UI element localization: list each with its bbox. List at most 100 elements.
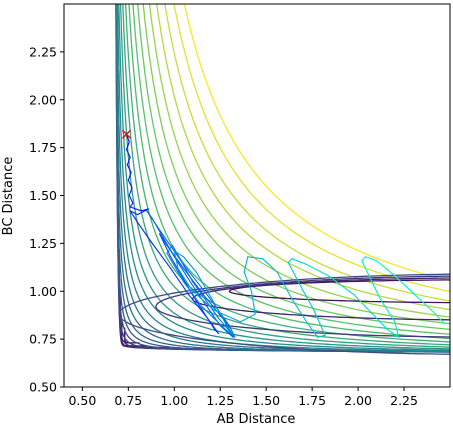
trajectory-segment-17 bbox=[170, 267, 190, 296]
x-tick-label-2: 1.00 bbox=[160, 393, 188, 408]
y-tick-label-4: 1.50 bbox=[29, 188, 57, 203]
x-tick-label-3: 1.25 bbox=[206, 393, 234, 408]
y-tick-label-3: 1.25 bbox=[29, 236, 57, 251]
trajectory-segment-2 bbox=[125, 148, 131, 158]
x-axis-ticks: 0.50 0.75 1.00 1.25 1.50 1.75 2.00 2.25 bbox=[68, 387, 418, 408]
trajectory-segment-8 bbox=[128, 194, 134, 204]
y-tick-label-1: 0.75 bbox=[29, 332, 57, 347]
y-tick-label-7: 2.25 bbox=[29, 44, 57, 59]
trajectory-segment-10 bbox=[129, 206, 142, 212]
trajectory-segment-76 bbox=[386, 328, 400, 338]
trajectory-segment-40 bbox=[192, 281, 219, 319]
trajectory-segment-38 bbox=[228, 325, 236, 338]
y-tick-label-2: 1.00 bbox=[29, 284, 57, 299]
trajectory-segment-51 bbox=[182, 256, 197, 273]
x-tick-label-1: 0.75 bbox=[114, 393, 142, 408]
contour-level-19 bbox=[137, 4, 450, 331]
trajectory-segment-54 bbox=[177, 267, 194, 292]
trajectory-segment-20 bbox=[214, 328, 219, 334]
trajectory-segment-15 bbox=[136, 221, 153, 244]
trajectory-segment-73 bbox=[328, 275, 355, 296]
trajectory bbox=[125, 133, 446, 338]
trajectory-segment-29 bbox=[219, 325, 234, 338]
trajectory-segment-6 bbox=[127, 179, 133, 189]
contour-level-10 bbox=[115, 4, 450, 353]
trajectory-segment-16 bbox=[151, 242, 172, 269]
trajectory-segment-62 bbox=[261, 258, 278, 273]
contour-level-18 bbox=[132, 4, 450, 335]
trajectory-segment-7 bbox=[128, 187, 133, 197]
trajectory-segment-86 bbox=[431, 309, 446, 325]
trajectory-segment-14 bbox=[129, 210, 139, 223]
trajectory-segment-53 bbox=[173, 250, 179, 269]
x-tick-label-7: 2.25 bbox=[390, 393, 418, 408]
trajectory-segment-67 bbox=[313, 309, 326, 336]
contour-level-11 bbox=[116, 4, 450, 352]
trajectory-segment-63 bbox=[276, 271, 293, 300]
trajectory-segment-58 bbox=[250, 290, 256, 315]
trajectory-segment-42 bbox=[166, 244, 173, 254]
trajectory-segment-5 bbox=[127, 171, 132, 181]
trajectory-segment-24 bbox=[159, 233, 168, 246]
trajectory-segment-31 bbox=[173, 256, 197, 292]
start-marker bbox=[122, 129, 131, 139]
trajectory-segment-66 bbox=[317, 334, 326, 338]
trajectory-segment-45 bbox=[201, 306, 227, 331]
contour-level-25 bbox=[183, 4, 450, 282]
y-tick-label-5: 1.75 bbox=[29, 140, 57, 155]
trajectory-segment-78 bbox=[379, 298, 396, 323]
trajectory-segment-80 bbox=[361, 260, 370, 277]
trajectory-segment-83 bbox=[375, 260, 396, 277]
start-marker-stroke-2 bbox=[122, 129, 131, 139]
trajectory-segment-1 bbox=[125, 141, 130, 151]
trajectory-segment-61 bbox=[247, 256, 264, 260]
trajectory-segment-72 bbox=[306, 263, 330, 277]
y-axis-label: BC Distance bbox=[1, 157, 16, 236]
contour-level-23 bbox=[164, 4, 450, 302]
trajectory-segment-9 bbox=[129, 202, 134, 208]
x-tick-label-4: 1.50 bbox=[252, 393, 280, 408]
contour-lines bbox=[115, 4, 450, 355]
trajectory-segment-47 bbox=[225, 323, 234, 336]
x-tick-label-6: 2.00 bbox=[344, 393, 372, 408]
contour-level-17 bbox=[128, 4, 450, 340]
trajectory-segment-57 bbox=[239, 313, 256, 323]
trajectory-segment-85 bbox=[412, 292, 433, 311]
trajectory-segment-74 bbox=[353, 294, 374, 315]
contour-level-12 bbox=[116, 4, 450, 351]
contour-level-22 bbox=[156, 4, 450, 311]
trajectory-segment-21 bbox=[192, 294, 216, 331]
trajectory-segment-64 bbox=[291, 298, 308, 323]
trajectory-segment-13 bbox=[129, 210, 139, 216]
contour-level-9 bbox=[115, 4, 450, 353]
x-tick-label-0: 0.50 bbox=[68, 393, 96, 408]
trajectory-segment-55 bbox=[192, 290, 216, 311]
trajectory-segment-59 bbox=[243, 271, 253, 292]
x-tick-label-5: 1.75 bbox=[298, 393, 326, 408]
trajectory-segment-71 bbox=[291, 258, 308, 265]
trajectory-segment-65 bbox=[306, 321, 319, 338]
contour-level-8 bbox=[115, 4, 450, 353]
trajectory-segment-77 bbox=[394, 321, 400, 338]
trajectory-segment-34 bbox=[146, 210, 161, 231]
trajectory-segment-70 bbox=[287, 258, 293, 264]
trajectory-segment-68 bbox=[298, 283, 315, 311]
trajectory-segment-3 bbox=[126, 156, 131, 166]
trajectory-segment-75 bbox=[372, 313, 389, 331]
trajectory-segment-79 bbox=[368, 275, 381, 300]
valley-contour-2 bbox=[155, 275, 450, 338]
contour-level-20 bbox=[142, 4, 450, 325]
trajectory-segment-49 bbox=[206, 290, 219, 311]
trajectory-segment-84 bbox=[394, 275, 414, 294]
trajectory-segment-36 bbox=[182, 263, 208, 296]
y-tick-label-6: 2.00 bbox=[29, 92, 57, 107]
trajectory-segment-26 bbox=[182, 267, 205, 296]
trajectory-segment-43 bbox=[166, 252, 185, 283]
trajectory-segment-4 bbox=[126, 164, 132, 174]
y-tick-label-0: 0.50 bbox=[29, 380, 57, 395]
contour-level-0 bbox=[124, 327, 140, 344]
trajectory-segment-12 bbox=[136, 208, 150, 216]
trajectory-segment-52 bbox=[173, 250, 185, 258]
trajectory-segment-82 bbox=[364, 256, 378, 262]
